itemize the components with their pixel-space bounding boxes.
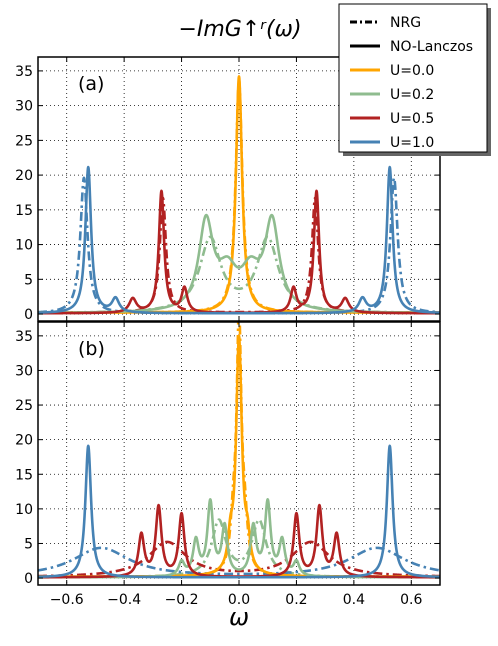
x-tick-label: −0.4: [107, 592, 141, 608]
legend-label: U=1.0: [390, 135, 434, 151]
x-tick-label: 0.6: [400, 592, 422, 608]
y-tick-label: 0: [24, 571, 33, 587]
legend-label: NO-Lanczos: [390, 39, 473, 55]
legend-label: U=0.2: [390, 87, 434, 103]
y-tick-label: 35: [15, 329, 33, 345]
legend-box: [338, 3, 488, 153]
y-tick-label: 10: [15, 238, 33, 254]
legend-label: U=0.5: [390, 111, 434, 127]
y-tick-label: 5: [24, 272, 33, 288]
panel-a-label: (a): [78, 73, 104, 95]
y-tick-label: 30: [15, 99, 33, 115]
chart-title: −ImG↑ʳ(ω): [178, 17, 301, 42]
panel-b-label: (b): [78, 338, 105, 360]
y-tick-label: 25: [15, 398, 33, 414]
series-u-1-0-no-lanczos: [38, 444, 440, 579]
y-tick-label: 10: [15, 502, 33, 518]
y-tick-label: 20: [15, 168, 33, 184]
series-u-0-0-no-lanczos: [38, 334, 440, 578]
y-tick-label: 0: [24, 307, 33, 323]
panel-a: 0 5 10 15 20 25 30 35 (a): [15, 56, 441, 323]
y-tick-label: 25: [15, 133, 33, 149]
x-tick-label: 0.2: [285, 592, 307, 608]
x-tick-label: −0.2: [165, 592, 199, 608]
y-tick-label: 15: [15, 467, 33, 483]
x-tick-label: 0.4: [343, 592, 365, 608]
legend: NRG NO-Lanczos U=0.0 U=0.2 U=0.5 U=1.0: [338, 3, 491, 156]
y-tick-label: 5: [24, 536, 33, 552]
y-tick-label: 30: [15, 363, 33, 379]
panel-b: −0.6 −0.4 −0.2 0.0 0.2 0.4 0.6 0 5 10 15 20 25 30 35 (…: [15, 321, 441, 608]
legend-label: U=0.0: [390, 63, 434, 79]
x-tick-label: −0.6: [50, 592, 84, 608]
y-tick-label: 35: [15, 64, 33, 80]
x-tick-label: 0.0: [228, 592, 250, 608]
x-axis-label: ω: [229, 603, 249, 631]
y-tick-label: 20: [15, 433, 33, 449]
series-u-1-0-no-lanczos: [38, 165, 440, 315]
legend-label: NRG: [390, 15, 421, 31]
series-u-1-0-nrg: [38, 546, 440, 576]
y-tick-label: 15: [15, 203, 33, 219]
